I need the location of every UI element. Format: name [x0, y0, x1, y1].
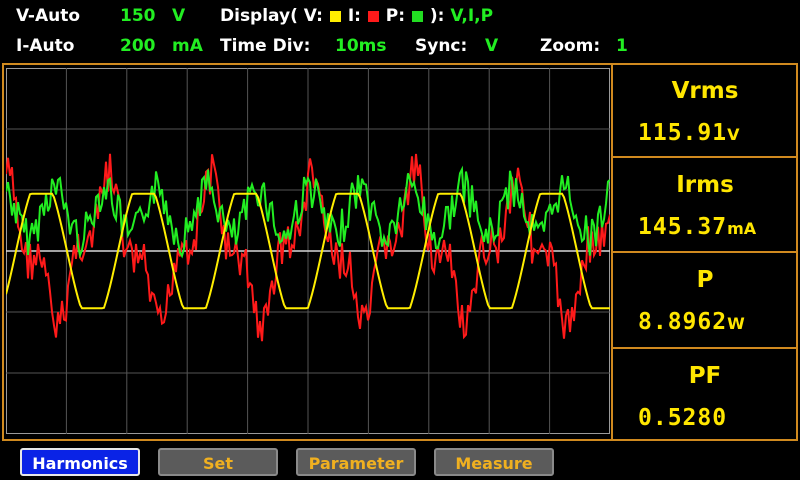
- display-i-label: I:: [347, 6, 361, 26]
- power-color-swatch: [411, 11, 423, 22]
- zoom-label: Zoom:: [540, 36, 601, 56]
- vrms-number: 115.91: [638, 120, 728, 146]
- power-label: P: [696, 267, 714, 293]
- panel-separator: [612, 156, 798, 158]
- display-prefix: Display( V:: [220, 6, 323, 26]
- vrms-panel: Vrms 115.91V: [612, 66, 798, 161]
- current-color-swatch: [367, 11, 379, 22]
- harmonics-button[interactable]: Harmonics: [20, 448, 140, 476]
- voltage-mode: V-Auto: [16, 6, 81, 26]
- voltage-range-unit: V: [172, 6, 186, 26]
- current-trace: [6, 153, 610, 342]
- voltage-trace: [6, 192, 610, 310]
- voltage-color-swatch: [329, 11, 341, 22]
- vrms-value: 115.91V: [638, 120, 739, 146]
- parameter-button[interactable]: Parameter: [296, 448, 416, 476]
- current-mode: I-Auto: [16, 36, 75, 56]
- vrms-label: Vrms: [671, 78, 739, 104]
- measure-button[interactable]: Measure: [434, 448, 554, 476]
- irms-number: 145.37: [638, 214, 728, 240]
- current-range-value: 200: [120, 36, 156, 56]
- voltage-range-value: 150: [120, 6, 156, 26]
- pf-value: 0.5280: [638, 405, 727, 431]
- vrms-unit: V: [727, 125, 740, 144]
- power-panel: P 8.8962W: [612, 255, 798, 350]
- power-value: 8.8962W: [638, 309, 745, 335]
- display-value: V,I,P: [450, 6, 494, 26]
- irms-value: 145.37mA: [638, 214, 756, 240]
- power-number: 8.8962: [638, 309, 728, 335]
- irms-panel: Irms 145.37mA: [612, 160, 798, 255]
- display-p-label: P:: [385, 6, 406, 26]
- current-range-unit: mA: [172, 36, 203, 56]
- display-suffix: ):: [429, 6, 445, 26]
- pf-number: 0.5280: [638, 405, 728, 431]
- power-trace: [6, 165, 610, 259]
- panel-separator: [612, 347, 798, 349]
- irms-unit: mA: [727, 219, 757, 238]
- display-setting: Display( V: I: P: ): V,I,P: [220, 6, 493, 26]
- time-div-value: 10ms: [335, 36, 387, 56]
- zoom-value: 1: [616, 36, 628, 56]
- sync-label: Sync:: [415, 36, 468, 56]
- pf-panel: PF 0.5280: [612, 351, 798, 446]
- power-unit: W: [727, 314, 745, 333]
- panel-separator: [612, 251, 798, 253]
- time-div-label: Time Div:: [220, 36, 311, 56]
- set-button[interactable]: Set: [158, 448, 278, 476]
- pf-label: PF: [688, 363, 722, 389]
- waveform-scope: [6, 68, 610, 434]
- sync-value: V: [485, 36, 499, 56]
- irms-label: Irms: [676, 172, 734, 198]
